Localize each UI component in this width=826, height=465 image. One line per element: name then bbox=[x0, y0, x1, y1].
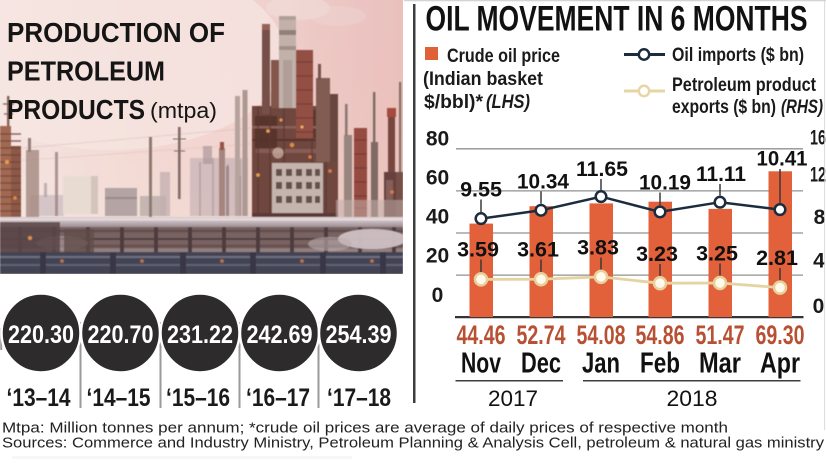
svg-text:10.19: 10.19 bbox=[639, 171, 691, 195]
svg-text:(Indian basket: (Indian basket bbox=[423, 69, 544, 90]
svg-text:10.41: 10.41 bbox=[757, 147, 808, 171]
svg-text:3.25: 3.25 bbox=[696, 242, 738, 266]
svg-text:Sources: Commerce and Industry: Sources: Commerce and Industry Ministry,… bbox=[2, 435, 825, 452]
svg-text:(mtpa): (mtpa) bbox=[150, 98, 217, 123]
svg-text:Apr: Apr bbox=[760, 348, 800, 380]
svg-text:10.34: 10.34 bbox=[517, 170, 569, 194]
svg-text:3.83: 3.83 bbox=[577, 236, 619, 260]
svg-text:44.46: 44.46 bbox=[457, 320, 506, 350]
svg-text:(RHS): (RHS) bbox=[781, 97, 823, 118]
svg-text:40: 40 bbox=[426, 206, 449, 229]
svg-text:54.86: 54.86 bbox=[636, 320, 685, 350]
svg-text:8: 8 bbox=[814, 206, 826, 229]
svg-text:51.47: 51.47 bbox=[696, 320, 745, 350]
svg-text:(LHS): (LHS) bbox=[486, 92, 530, 113]
svg-text:3.61: 3.61 bbox=[517, 238, 559, 262]
svg-text:242.69: 242.69 bbox=[247, 321, 313, 349]
svg-text:2.81: 2.81 bbox=[756, 246, 798, 270]
svg-text:220.70: 220.70 bbox=[88, 321, 154, 349]
svg-text:‘14–15: ‘14–15 bbox=[87, 384, 151, 412]
svg-text:Oil imports ($ bn): Oil imports ($ bn) bbox=[672, 45, 804, 66]
svg-text:‘13–14: ‘13–14 bbox=[7, 384, 71, 412]
svg-text:60: 60 bbox=[426, 167, 449, 190]
svg-text:80: 80 bbox=[426, 128, 449, 151]
svg-text:0: 0 bbox=[432, 284, 444, 307]
svg-text:‘17–18: ‘17–18 bbox=[327, 384, 391, 412]
svg-text:11.11: 11.11 bbox=[696, 162, 746, 186]
svg-text:PRODUCTS: PRODUCTS bbox=[7, 94, 145, 125]
svg-text:0: 0 bbox=[813, 295, 825, 318]
svg-text:9.55: 9.55 bbox=[460, 178, 502, 202]
svg-text:20: 20 bbox=[426, 244, 449, 267]
svg-text:254.39: 254.39 bbox=[326, 321, 392, 349]
svg-text:Jan: Jan bbox=[582, 348, 620, 380]
svg-text:12: 12 bbox=[810, 164, 826, 187]
svg-text:$/bbl)*: $/bbl)* bbox=[424, 92, 484, 113]
svg-text:2018: 2018 bbox=[667, 386, 718, 411]
svg-text:16: 16 bbox=[810, 127, 826, 150]
svg-text:exports ($ bn): exports ($ bn) bbox=[672, 97, 776, 118]
svg-text:54.08: 54.08 bbox=[577, 320, 626, 350]
svg-text:‘15–16: ‘15–16 bbox=[166, 384, 230, 412]
svg-text:Petroleum product: Petroleum product bbox=[672, 75, 817, 96]
svg-text:3.23: 3.23 bbox=[636, 242, 678, 266]
svg-text:Dec: Dec bbox=[521, 348, 561, 380]
svg-text:2017: 2017 bbox=[488, 386, 538, 411]
svg-text:PRODUCTION OF: PRODUCTION OF bbox=[7, 17, 225, 48]
svg-text:52.74: 52.74 bbox=[517, 320, 566, 350]
svg-text:231.22: 231.22 bbox=[167, 321, 233, 349]
svg-text:220.30: 220.30 bbox=[8, 321, 74, 349]
svg-text:Mtpa: Million tonnes per annum: Mtpa: Million tonnes per annum; *crude o… bbox=[2, 420, 728, 437]
svg-text:OIL MOVEMENT IN 6 MONTHS: OIL MOVEMENT IN 6 MONTHS bbox=[426, 0, 808, 39]
svg-text:11.65: 11.65 bbox=[576, 157, 628, 181]
svg-text:‘16–17: ‘16–17 bbox=[246, 384, 310, 412]
svg-text:69.30: 69.30 bbox=[756, 320, 805, 350]
svg-text:Crude oil price: Crude oil price bbox=[447, 46, 560, 67]
svg-text:PETROLEUM: PETROLEUM bbox=[7, 56, 165, 87]
svg-text:Nov: Nov bbox=[461, 348, 501, 380]
svg-text:3.59: 3.59 bbox=[457, 238, 499, 262]
svg-text:Feb: Feb bbox=[640, 348, 680, 380]
svg-text:Mar: Mar bbox=[699, 348, 741, 380]
svg-text:4: 4 bbox=[813, 249, 825, 272]
